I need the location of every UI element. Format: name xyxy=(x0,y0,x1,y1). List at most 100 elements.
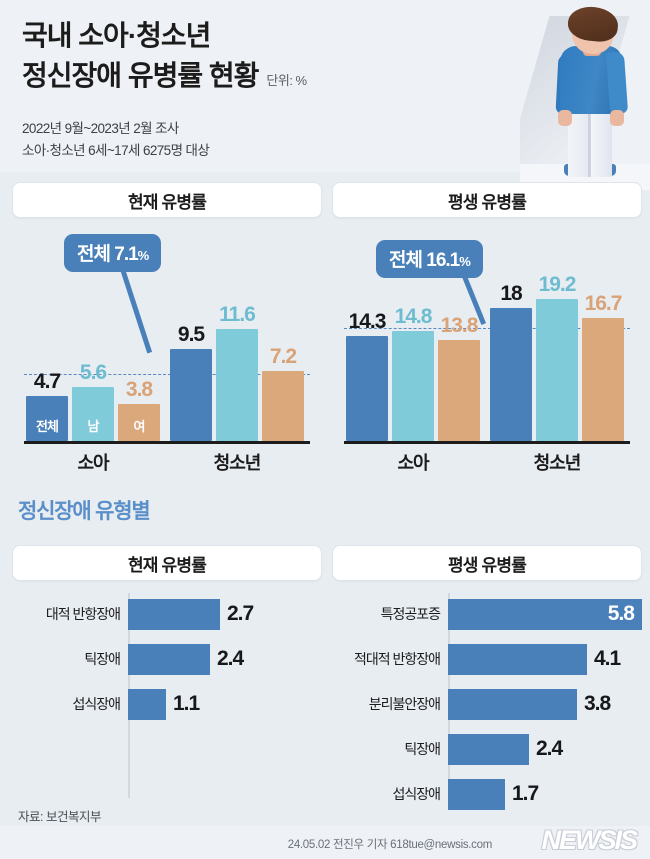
page-title-line1: 국내 소아·청소년 xyxy=(22,20,211,51)
list-item: 섭식장애 1.7 xyxy=(332,777,642,811)
section-heading-by-type: 정신장애 유형별 xyxy=(18,500,151,523)
category-label-children: 소아 xyxy=(397,453,429,473)
plot-area-current: 4.7 전체 5.6 남 3.8 여 소아 9.5 11.6 7.2 청 xyxy=(12,244,322,473)
bar-lifetime-adolescents-male: 19.2 xyxy=(536,273,578,441)
bar-value: 14.8 xyxy=(394,305,433,328)
bar-group-lifetime-adolescents: 18 19.2 16.7 청소년 xyxy=(490,273,624,473)
footer-bar xyxy=(0,826,650,859)
hbar-fill xyxy=(128,688,166,720)
bar-lifetime-adolescents-total: 18 xyxy=(490,282,532,441)
callout-lifetime-label: 전체 xyxy=(389,250,423,271)
hbar-track: 2.4 xyxy=(448,732,642,766)
bar-value: 13.8 xyxy=(440,314,479,337)
list-item: 적대적 반항장애 4.1 xyxy=(332,642,642,676)
illustration-right-arm xyxy=(605,51,629,115)
panel-title-current: 현재 유병률 xyxy=(12,182,322,218)
category-label-children: 소아 xyxy=(77,453,109,473)
hbar-value: 4.1 xyxy=(594,647,621,670)
bar-value: 16.7 xyxy=(584,292,623,315)
hbar-fill xyxy=(448,778,505,810)
category-label-adolescents: 청소년 xyxy=(213,453,262,473)
list-item: 특정공포증 5.8 xyxy=(332,597,642,631)
bar-current-adolescents-female: 7.2 xyxy=(262,345,304,441)
callout-lifetime-value: 16.1 xyxy=(426,250,460,271)
illustration-right-hand xyxy=(610,110,624,126)
subtitle-block: 2022년 9월~2023년 2월 조사 소아·청소년 6세~17세 6275명… xyxy=(22,118,210,162)
callout-current-value: 7.1 xyxy=(114,244,138,265)
bar-current-adolescents-male: 11.6 xyxy=(216,303,258,441)
bar-lifetime-adolescents-female: 16.7 xyxy=(582,292,624,441)
callout-current-box: 전체 7.1% xyxy=(64,234,162,272)
bar-value: 5.6 xyxy=(79,361,107,384)
bar-value: 7.2 xyxy=(269,345,297,368)
bar-group-lifetime-children: 14.3 14.8 13.8 소아 xyxy=(346,305,480,473)
bar-value: 11.6 xyxy=(219,303,256,326)
hbar-fill xyxy=(128,643,210,675)
hbar-track: 3.8 xyxy=(448,687,642,721)
chart-panel-lifetime-prevalence: 평생 유병률 전체 16.1% 14.3 14.8 13.8 소아 18 xyxy=(332,182,642,482)
chart-panel-current-prevalence: 현재 유병률 전체 7.1% 4.7 전체 5.6 남 3.8 여 소아 xyxy=(12,182,322,482)
newsis-logo: NEWSIS xyxy=(541,825,638,855)
hbar-track: 1.7 xyxy=(448,777,642,811)
subtitle-line1: 2022년 9월~2023년 2월 조사 xyxy=(22,121,179,136)
page-title-line2-text: 정신장애 유병률 현황 xyxy=(22,60,259,91)
bar-lifetime-children-male: 14.8 xyxy=(392,305,434,441)
bar-current-children-total: 4.7 전체 xyxy=(26,370,68,441)
illustration-legs xyxy=(568,105,612,177)
bar-group-current-adolescents: 9.5 11.6 7.2 청소년 xyxy=(170,303,304,473)
header-banner: 국내 소아·청소년 정신장애 유병률 현황 단위: % 2022년 9월~2023… xyxy=(0,0,650,190)
hbar-value: 2.4 xyxy=(536,737,563,760)
chart-panel-type-current: 현재 유병률 대적 반항장애 2.7 틱장애 2.4 섭식장애 1.1 xyxy=(12,545,322,798)
list-item: 틱장애 2.4 xyxy=(332,732,642,766)
x-axis-lifetime xyxy=(344,441,630,444)
hbar-value: 3.8 xyxy=(584,692,611,715)
bar-value: 19.2 xyxy=(538,273,577,296)
hbar-track: 5.8 xyxy=(448,597,642,631)
panel-title-type-current: 현재 유병률 xyxy=(12,545,322,581)
bar-group-current-children: 4.7 전체 5.6 남 3.8 여 소아 xyxy=(26,361,160,473)
hbar-value: 2.4 xyxy=(217,647,244,670)
hbar-label: 섭식장애 xyxy=(72,696,121,712)
byline-credit: 24.05.02 전진우 기자 618tue@newsis.com xyxy=(287,839,493,851)
panel-title-type-lifetime: 평생 유병률 xyxy=(332,545,642,581)
hbar-fill xyxy=(448,688,577,720)
bar-current-children-male: 5.6 남 xyxy=(72,361,114,441)
list-item: 분리불안장애 3.8 xyxy=(332,687,642,721)
hbar-label: 대적 반항장애 xyxy=(45,606,121,622)
bar-value: 9.5 xyxy=(177,323,205,346)
list-item: 틱장애 2.4 xyxy=(12,642,322,676)
callout-current-label: 전체 xyxy=(77,244,111,265)
source-note: 자료: 보건복지부 xyxy=(18,810,101,824)
list-item: 섭식장애 1.1 xyxy=(12,687,322,721)
hbar-track: 2.7 xyxy=(128,597,322,631)
bar-current-adolescents-total: 9.5 xyxy=(170,323,212,441)
callout-lifetime-box: 전체 16.1% xyxy=(376,240,483,278)
unit-note: 단위: % xyxy=(266,73,307,88)
hbar-label: 분리불안장애 xyxy=(368,696,441,712)
hbar-value: 1.1 xyxy=(173,692,200,715)
hbar-label: 특정공포증 xyxy=(380,606,441,622)
bar-inline-legend-male: 남 xyxy=(87,419,100,434)
bar-value: 14.3 xyxy=(348,310,387,333)
page-title-line2: 정신장애 유병률 현황 단위: % xyxy=(22,56,307,101)
callout-current-total: 전체 7.1% xyxy=(64,234,162,354)
bar-inline-legend-total: 전체 xyxy=(36,419,59,434)
hbar-track: 2.4 xyxy=(128,642,322,676)
hbar-fill xyxy=(448,643,587,675)
hbar-track: 4.1 xyxy=(448,642,642,676)
subtitle-line2: 소아·청소년 6세~17세 6275명 대상 xyxy=(22,143,210,158)
x-axis-current xyxy=(24,441,310,444)
bar-current-children-female: 3.8 여 xyxy=(118,378,160,441)
bar-value: 3.8 xyxy=(125,378,153,401)
hbar-value: 2.7 xyxy=(227,602,254,625)
depressed-child-illustration xyxy=(520,0,650,190)
hbar-fill xyxy=(128,598,220,630)
reference-line-current xyxy=(24,374,310,375)
list-item: 대적 반항장애 2.7 xyxy=(12,597,322,631)
hbar-fill xyxy=(448,733,529,765)
chart-panel-type-lifetime: 평생 유병률 특정공포증 5.8 적대적 반항장애 4.1 분리불안장애 3.8 xyxy=(332,545,642,810)
hbar-list-type-lifetime: 특정공포증 5.8 적대적 반항장애 4.1 분리불안장애 3.8 틱장애 xyxy=(332,597,642,822)
reference-line-lifetime xyxy=(344,328,630,329)
hbar-value: 5.8 xyxy=(607,602,635,625)
hbar-fill xyxy=(448,598,642,630)
